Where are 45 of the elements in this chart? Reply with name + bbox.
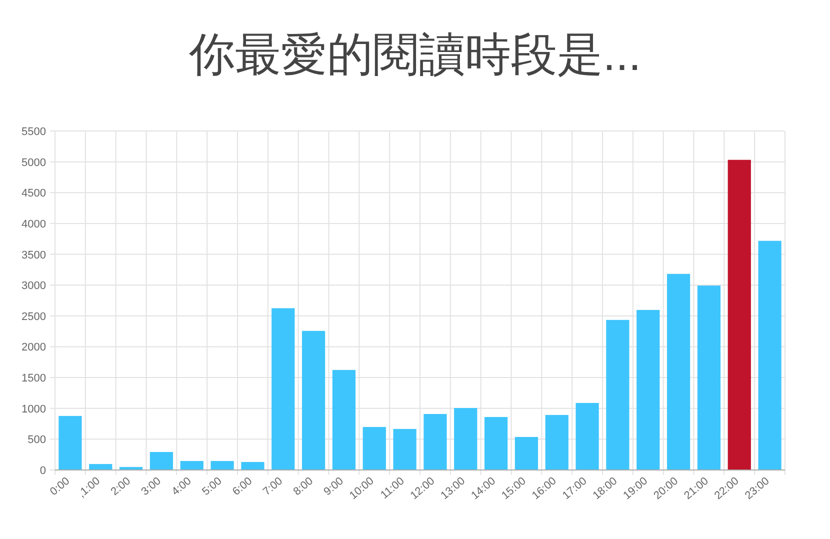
y-tick-label: 1000 [22,403,46,416]
x-tick-label: 8:00 [291,475,316,498]
bar [210,461,234,470]
bar [302,330,326,470]
y-tick-label: 2000 [22,342,46,354]
x-tick-label: 9:00 [322,475,346,498]
y-tick-label: 5500 [22,126,46,138]
bar [424,414,447,470]
y-tick-label: 4500 [22,188,46,200]
y-tick-label: 0 [40,465,46,477]
bar [180,461,204,470]
x-tick-label: 5:00 [200,475,224,498]
y-tick-label: 1500 [22,372,46,385]
bar [666,274,690,470]
y-tick-label: 5000 [22,156,46,169]
bar [454,408,478,470]
bar [332,370,356,470]
bar [697,286,721,470]
bar [150,452,174,470]
bar [272,308,295,470]
y-tick-label: 3000 [22,280,46,292]
x-tick-label: 4:00 [170,475,194,498]
y-tick-label: 4000 [22,218,46,230]
bar [576,402,599,470]
chart-title: 你最愛的閱讀時段是... [188,28,642,80]
bar [241,462,264,470]
y-tick-label: 3500 [22,249,46,262]
bar [606,320,630,470]
bar [728,160,751,470]
y-tick-label: 2500 [22,310,46,323]
bar [58,416,82,470]
x-tick-label: 3:00 [139,475,164,498]
x-tick-label: 0:00 [48,475,72,498]
bar [636,310,660,470]
bar [758,240,782,470]
bar [89,464,112,470]
bar [514,436,538,470]
x-tick-label: 7:00 [260,475,286,498]
bar [545,414,568,470]
x-tick-label: 6:00 [230,475,255,498]
bar [393,428,416,470]
y-tick-label: 500 [28,434,46,446]
bar [362,426,386,470]
bar [484,416,508,470]
x-tick-label: 2:00 [108,475,133,498]
